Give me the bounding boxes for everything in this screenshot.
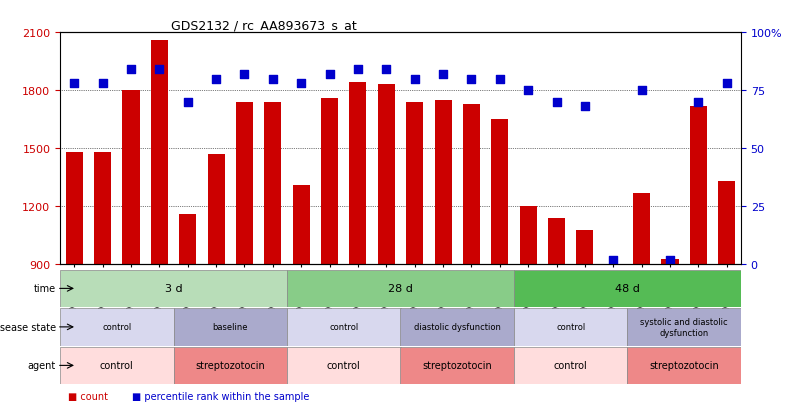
Text: diastolic dysfunction: diastolic dysfunction [414, 323, 501, 332]
Bar [400, 347, 514, 384]
Bar [179, 214, 196, 265]
Point [68, 81, 81, 87]
Point [720, 81, 733, 87]
Text: 28 d: 28 d [388, 284, 413, 294]
Bar [514, 347, 627, 384]
Point [578, 104, 591, 111]
Bar [60, 309, 174, 346]
Bar [264, 102, 281, 265]
Bar [627, 347, 741, 384]
Point [153, 67, 166, 74]
Bar [690, 107, 706, 265]
Text: 3 d: 3 d [165, 284, 183, 294]
Text: time: time [34, 284, 56, 294]
Bar [548, 218, 565, 265]
Text: control: control [329, 323, 358, 332]
Bar [633, 193, 650, 265]
Bar [174, 347, 287, 384]
Bar [491, 120, 509, 265]
Bar [349, 83, 366, 265]
Text: control: control [553, 361, 588, 370]
Title: GDS2132 / rc_AA893673_s_at: GDS2132 / rc_AA893673_s_at [171, 19, 357, 32]
Point [437, 71, 449, 78]
Bar [287, 270, 514, 307]
Point [550, 99, 563, 106]
Text: control: control [100, 361, 134, 370]
Bar [123, 91, 139, 265]
Point [692, 99, 705, 106]
Bar [60, 270, 287, 307]
Bar [174, 309, 287, 346]
Bar [514, 270, 741, 307]
Bar [321, 99, 338, 265]
Point [295, 81, 308, 87]
Bar [520, 207, 537, 265]
Text: control: control [556, 323, 586, 332]
Bar [292, 185, 310, 265]
Point [493, 76, 506, 83]
Point [238, 71, 251, 78]
Bar [627, 309, 741, 346]
Point [635, 88, 648, 94]
Point [663, 257, 676, 263]
Point [323, 71, 336, 78]
Point [181, 99, 194, 106]
Point [521, 88, 534, 94]
Point [409, 76, 421, 83]
Bar [463, 104, 480, 265]
Bar [236, 102, 253, 265]
Bar [400, 309, 514, 346]
Point [125, 67, 138, 74]
Bar [514, 309, 627, 346]
Bar [406, 102, 423, 265]
Text: baseline: baseline [212, 323, 248, 332]
Text: ■ count: ■ count [68, 392, 108, 401]
Bar [605, 265, 622, 273]
Bar [662, 259, 678, 265]
Bar [66, 153, 83, 265]
Text: streptozotocin: streptozotocin [422, 361, 492, 370]
Point [267, 76, 280, 83]
Text: agent: agent [28, 361, 56, 370]
Text: disease state: disease state [0, 322, 56, 332]
Bar [577, 230, 594, 265]
Bar [151, 41, 168, 265]
Bar [287, 347, 400, 384]
Bar [207, 155, 224, 265]
Text: ■ percentile rank within the sample: ■ percentile rank within the sample [132, 392, 309, 401]
Bar [718, 182, 735, 265]
Point [465, 76, 478, 83]
Text: streptozotocin: streptozotocin [195, 361, 265, 370]
Text: control: control [103, 323, 131, 332]
Point [96, 81, 109, 87]
Bar [378, 85, 395, 265]
Text: streptozotocin: streptozotocin [650, 361, 719, 370]
Bar [434, 101, 452, 265]
Point [352, 67, 364, 74]
Text: 48 d: 48 d [615, 284, 640, 294]
Point [380, 67, 392, 74]
Text: systolic and diastolic
dysfunction: systolic and diastolic dysfunction [640, 318, 728, 337]
Point [210, 76, 223, 83]
Point [607, 257, 620, 263]
Bar [60, 347, 174, 384]
Bar [95, 153, 111, 265]
Text: control: control [327, 361, 360, 370]
Bar [287, 309, 400, 346]
